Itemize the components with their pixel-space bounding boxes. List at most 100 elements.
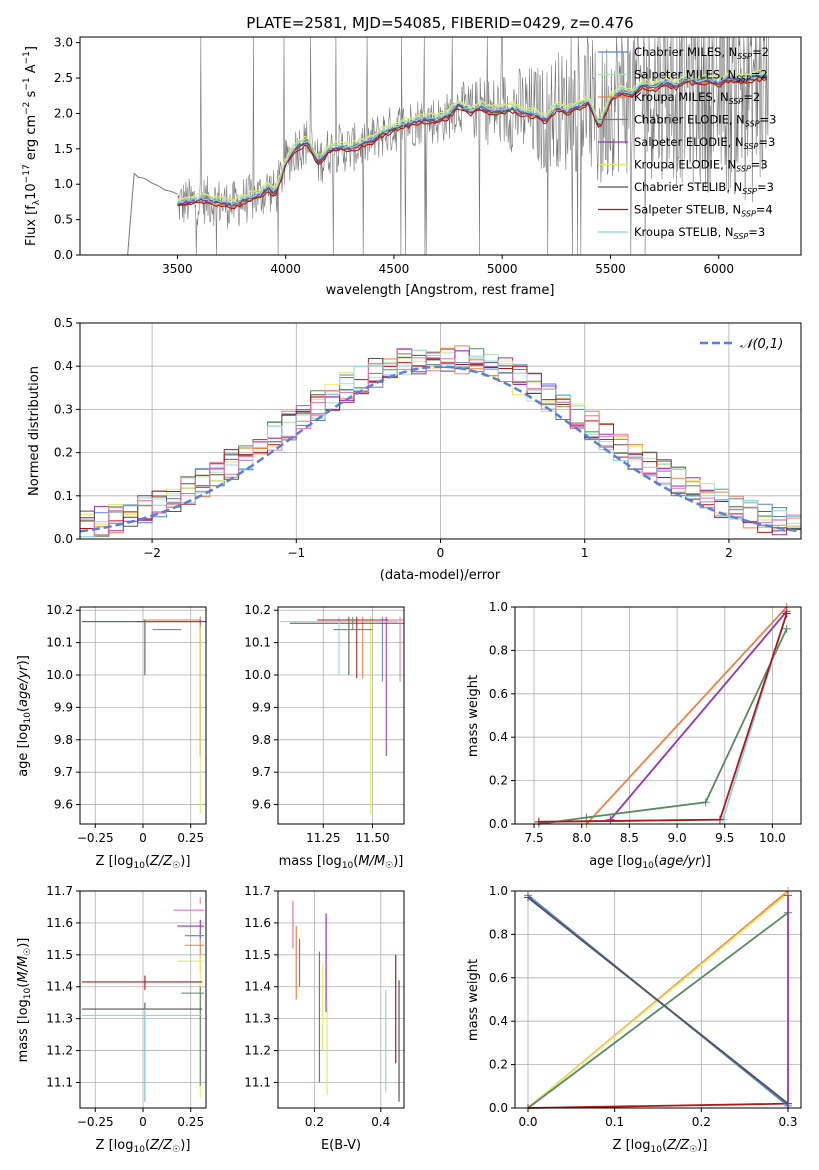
mass-vs-Z-y-tick-label: 11.3: [46, 1012, 73, 1026]
mass-weight-vs-Z-x-tick-label: 0.0: [518, 1115, 537, 1129]
mass-weight-vs-age-y-tick-label: 0.0: [489, 817, 508, 831]
spectrum-y-tick-label: 2.0: [54, 106, 73, 120]
age-vs-mass-x-tick-label: 11.50: [355, 831, 389, 845]
spectrum-y-tick-label: 2.5: [54, 71, 73, 85]
mass-weight-vs-Z-xlabel: Z [log10(Z/Z☉)]: [613, 1138, 708, 1155]
mass-vs-EBV-y-tick-label: 11.7: [244, 884, 271, 898]
spectrum-x-tick-label: 5500: [595, 262, 626, 276]
age-vs-mass-x-tick-label: 11.25: [306, 831, 340, 845]
mass-weight-vs-Z-x-tick-label: 0.1: [605, 1115, 624, 1129]
mass-weight-vs-age-y-tick-label: 0.4: [489, 730, 508, 744]
mass-weight-vs-Z-x-tick-label: 0.2: [692, 1115, 711, 1129]
mass-weight-vs-age-x-tick-label: 8.5: [620, 831, 639, 845]
residuals-x-tick-label: −2: [143, 546, 161, 560]
age-vs-Z-marks: [80, 607, 206, 824]
mass-weight-vs-age-y-tick-label: 1.0: [489, 600, 508, 614]
legend-entry-label: Chabrier ELODIE, NSSP=3: [634, 113, 776, 129]
mass-weight-vs-Z-x-tick-label: 0.3: [778, 1115, 797, 1129]
mass-vs-Z-x-tick-label: −0.25: [77, 1115, 114, 1129]
mass-weight-vs-Z-y-tick-label: 0.6: [489, 971, 508, 985]
mass-vs-Z-xlabel: Z [log10(Z/Z☉)]: [96, 1138, 191, 1155]
mass-weight-vs-Z-line: [527, 896, 789, 1105]
mass-weight-vs-age-marker: [606, 815, 615, 824]
age-vs-mass-y-tick-label: 10.0: [244, 668, 271, 682]
age-vs-Z-x-tick-label: 0.25: [177, 831, 204, 845]
figure-title: PLATE=2581, MJD=54085, FIBERID=0429, z=0…: [246, 14, 633, 32]
age-vs-mass-xlabel: mass [log10(M/M☉)]: [279, 854, 404, 871]
spectrum-models-layer: [177, 69, 768, 210]
mass-weight-vs-age-marker: [782, 624, 791, 633]
spectrum-x-tick-label: 3500: [162, 262, 193, 276]
mass-vs-EBV-plot-frame: [277, 890, 405, 1109]
mass-vs-Z-y-tick-label: 11.1: [46, 1075, 73, 1089]
mass-vs-Z-x-tick-label: 0.25: [177, 1115, 204, 1129]
mass-vs-EBV-y-tick-label: 11.2: [244, 1044, 271, 1058]
mass-weight-vs-age-line: [585, 606, 788, 825]
mass-vs-EBV-panel: E(B-V) 0.2 0.4 11.1 11.2 11.3 11.4 11.5 11.6 11.…: [244, 884, 405, 1153]
spectrum-model-line: [177, 72, 768, 206]
age-vs-mass-plot-frame: [277, 606, 405, 825]
age-vs-mass-y-tick-label: 9.6: [252, 798, 271, 812]
legend-entry-label: Chabrier STELIB, NSSP=3: [634, 180, 774, 196]
age-vs-Z-y-tick-label: 10.2: [46, 603, 73, 617]
mass-weight-vs-age-marker: [582, 813, 591, 822]
spectrum-legend: Chabrier MILES, NSSP=2 Salpeter MILES, NS…: [598, 45, 776, 241]
residuals-histogram-step: [79, 348, 801, 539]
mass-weight-vs-age-plot-frame: [514, 606, 802, 825]
mass-weight-vs-age-ylabel: mass weight: [466, 675, 481, 757]
spectrum-model-line: [177, 74, 768, 207]
mass-vs-Z-y-tick-label: 11.4: [46, 980, 73, 994]
mass-weight-vs-Z-line: [527, 1102, 789, 1109]
spectrum-plot-frame: [79, 36, 802, 256]
residuals-y-tick-label: 0.4: [54, 359, 73, 373]
legend-label-normal: 𝒩(0,1): [740, 337, 783, 352]
spectrum-data-continuum: [127, 172, 178, 256]
age-vs-mass-y-tick-label: 9.9: [252, 700, 271, 714]
spectrum-x-tick-label: 5000: [487, 262, 518, 276]
mass-weight-vs-Z-panel: Z [log10(Z/Z☉)] mass weight 0.0 0.1 0.2 0.3…: [466, 884, 802, 1155]
spectrum-ylabel: Flux [fλ10−17 erg cm−2 s−1 A−1]: [22, 46, 42, 246]
mass-vs-EBV-y-tick-label: 11.3: [244, 1012, 271, 1026]
mass-weight-vs-age-x-tick-label: 9.5: [715, 831, 734, 845]
mass-weight-vs-age-xlabel: age [log10(age/yr)]: [589, 854, 711, 871]
legend-entry-label: Kroupa ELODIE, NSSP=3: [634, 158, 768, 174]
normal-reference-curve: [79, 365, 802, 533]
mass-vs-Z-y-tick-label: 11.7: [46, 884, 73, 898]
mass-weight-vs-Z-line: [527, 911, 789, 1109]
age-vs-mass-panel: mass [log10(M/M☉)] 11.25 11.50 9.6 9.7 9.8 9.…: [244, 603, 405, 871]
mass-vs-EBV-y-tick-label: 11.4: [244, 980, 271, 994]
residuals-histogram-step: [79, 349, 801, 539]
mass-vs-Z-y-tick-label: 11.6: [46, 916, 73, 930]
residuals-y-tick-label: 0.2: [54, 446, 73, 460]
legend-entry-label: Salpeter ELODIE, NSSP=3: [634, 135, 775, 151]
mass-vs-Z-y-tick-label: 11.2: [46, 1044, 73, 1058]
mass-vs-Z-x-tick-label: 0: [139, 1115, 147, 1129]
residuals-x-tick-label: 1: [581, 546, 589, 560]
mass-weight-vs-Z-y-tick-label: 1.0: [489, 884, 508, 898]
mass-vs-Z-y-tick-label: 11.5: [46, 948, 73, 962]
spectrum-panel: 3500 4000 4500 5000 5500 6000 0.0 0.5 1.0 1.5 2.0 2…: [22, 36, 802, 298]
legend-entry-label: Salpeter MILES, NSSP=2: [634, 68, 768, 84]
age-vs-Z-panel: Z [log10(Z/Z☉)] age [log10(age/yr)] −0.2…: [16, 603, 207, 871]
age-vs-Z-x-tick-label: −0.25: [77, 831, 114, 845]
spectrum-model-line: [177, 69, 768, 202]
mass-weight-vs-Z-y-tick-label: 0.2: [489, 1058, 508, 1072]
spectrum-ticks: 3500 4000 4500 5000 5500 6000 0.0 0.5 1.0 1.5 2.0 2…: [54, 36, 734, 276]
age-vs-Z-y-tick-label: 9.6: [54, 798, 73, 812]
residuals-xlabel: (data-model)/error: [380, 568, 501, 583]
spectrum-xlabel: wavelength [Angstrom, rest frame]: [326, 283, 555, 298]
mass-vs-EBV-x-tick-label: 0.4: [371, 1115, 390, 1129]
residuals-y-tick-label: 0.0: [54, 532, 73, 546]
mass-vs-EBV-y-tick-label: 11.6: [244, 916, 271, 930]
residuals-y-tick-label: 0.5: [54, 316, 73, 330]
mass-vs-EBV-y-tick-label: 11.1: [244, 1075, 271, 1089]
residuals-x-tick-label: 0: [437, 546, 445, 560]
age-vs-Z-y-tick-label: 9.7: [54, 765, 73, 779]
mass-weight-vs-Z-marker: [784, 1099, 792, 1108]
mass-weight-vs-age-panel: age [log10(age/yr)] mass weight 7.5 8.0 8.…: [466, 600, 802, 871]
mass-vs-Z-panel: Z [log10(Z/Z☉)] mass [log10(M/M☉)] −0.25…: [16, 884, 207, 1155]
mass-weight-vs-Z-marker: [784, 891, 792, 900]
residuals-ticks: −2 −1 0 1 2 0.0 0.1 0.2 0.3 0.4 0.5: [54, 316, 733, 560]
spectrum-y-tick-label: 1.5: [54, 142, 73, 156]
